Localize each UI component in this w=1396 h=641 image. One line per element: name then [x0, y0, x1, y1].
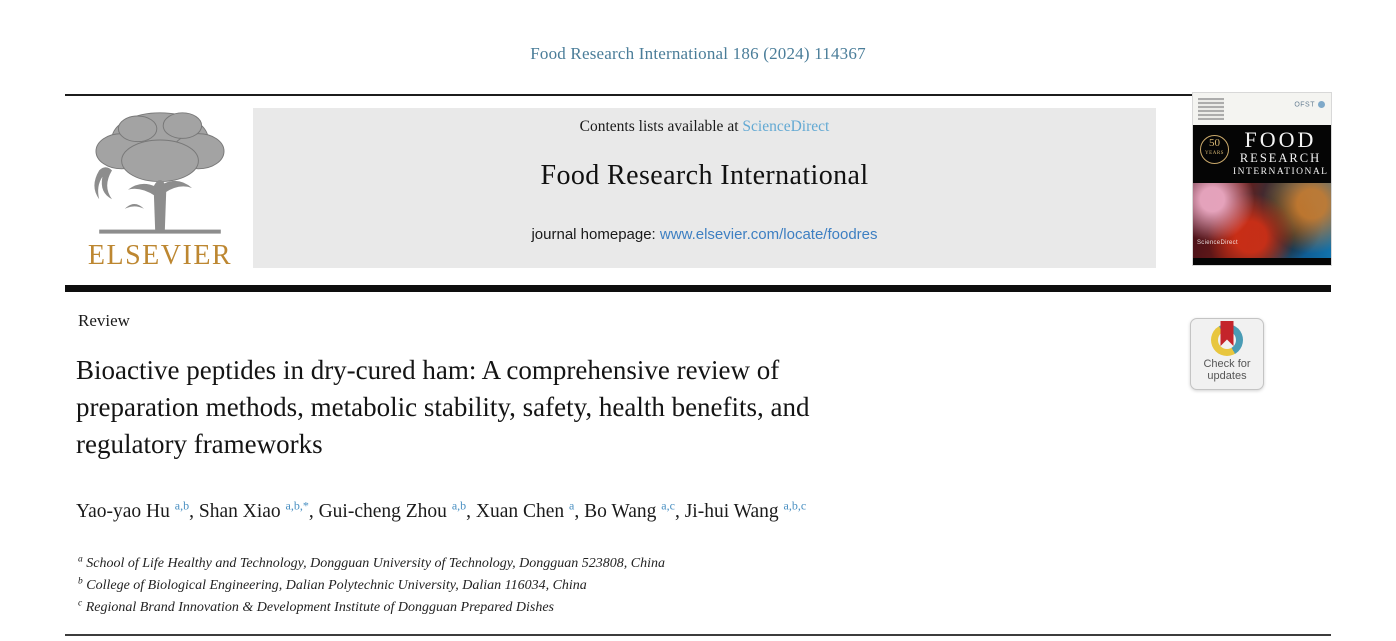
footer-rule: [65, 634, 1331, 636]
cover-top-strip: OFST: [1193, 93, 1331, 125]
elsevier-logo: ELSEVIER: [72, 103, 248, 275]
cover-photo: ScienceDirect: [1193, 183, 1331, 258]
journal-citation: Food Research International 186 (2024) 1…: [530, 44, 866, 63]
publisher-mini-logo-icon: [1198, 98, 1224, 120]
crossmark-bookmark-icon: [1220, 321, 1234, 346]
check-for-updates-badge[interactable]: Check for updates: [1190, 318, 1264, 390]
author-name: Ji-hui Wang: [684, 501, 784, 522]
elsevier-tree-icon: [72, 103, 248, 241]
contents-prefix: Contents lists available at: [579, 118, 743, 135]
header-top-rule: [65, 94, 1331, 96]
author-affiliation-superscript: a,b: [451, 498, 467, 513]
cover-brand-label: ScienceDirect: [1197, 240, 1238, 246]
author-affiliation-superscript: a: [569, 498, 575, 513]
homepage-line: journal homepage: www.elsevier.com/locat…: [253, 226, 1156, 243]
article-title: Bioactive peptides in dry-cured ham: A c…: [76, 352, 1136, 463]
cover-title: FOOD RESEARCH INTERNATIONAL: [1233, 129, 1328, 178]
elsevier-wordmark: ELSEVIER: [87, 240, 233, 271]
badge-label: Check for updates: [1203, 358, 1251, 382]
author-affiliation-superscript: a,b,c: [783, 498, 807, 513]
affiliation: c Regional Brand Innovation & Developmen…: [78, 598, 554, 615]
header-divider-bar: [65, 285, 1331, 292]
homepage-prefix: journal homepage:: [531, 226, 660, 243]
cover-title-line3: INTERNATIONAL: [1233, 167, 1329, 177]
cover-title-line1: FOOD: [1244, 127, 1317, 152]
affiliation: a School of Life Healthy and Technology,…: [78, 554, 666, 571]
section-label: Review: [78, 311, 130, 330]
anniversary-number: 50: [1209, 137, 1220, 149]
author-affiliation-superscript: a,b: [174, 498, 190, 513]
affiliation: b College of Biological Engineering, Dal…: [78, 576, 587, 593]
sciencedirect-link[interactable]: ScienceDirect: [742, 118, 830, 135]
cover-title-line2: RESEARCH: [1239, 151, 1322, 165]
author-name: Xuan Chen: [475, 501, 570, 522]
anniversary-badge: 50 YEARS: [1200, 135, 1229, 164]
society-logo-icon: OFST: [1294, 101, 1325, 108]
author-list: Yao-yao Hu a,b, Shan Xiao a,b,*, Gui-che…: [76, 498, 807, 523]
affiliation-list: a School of Life Healthy and Technology,…: [78, 553, 1178, 619]
author-name: Yao-yao Hu: [76, 501, 175, 522]
journal-banner: Contents lists available at ScienceDirec…: [253, 108, 1156, 268]
anniversary-label: YEARS: [1205, 151, 1224, 156]
article-title-line3: regulatory frameworks: [76, 429, 323, 459]
author-name: Bo Wang: [584, 501, 662, 522]
journal-cover-thumbnail: OFST 50 YEARS FOOD RESEARCH INTERNATIONA…: [1193, 93, 1331, 265]
journal-title: Food Research International: [540, 160, 869, 191]
journal-homepage-link[interactable]: www.elsevier.com/locate/foodres: [659, 226, 878, 243]
author-name: Shan Xiao: [198, 501, 286, 522]
contents-line: Contents lists available at ScienceDirec…: [253, 108, 1156, 136]
author-affiliation-superscript: a,c: [661, 498, 675, 513]
article-title-line2: preparation methods, metabolic stability…: [76, 392, 810, 422]
article-title-line1: Bioactive peptides in dry-cured ham: A c…: [76, 355, 780, 385]
author-affiliation-superscript: a,b,*: [285, 498, 309, 513]
author-name: Gui-cheng Zhou: [318, 501, 452, 522]
